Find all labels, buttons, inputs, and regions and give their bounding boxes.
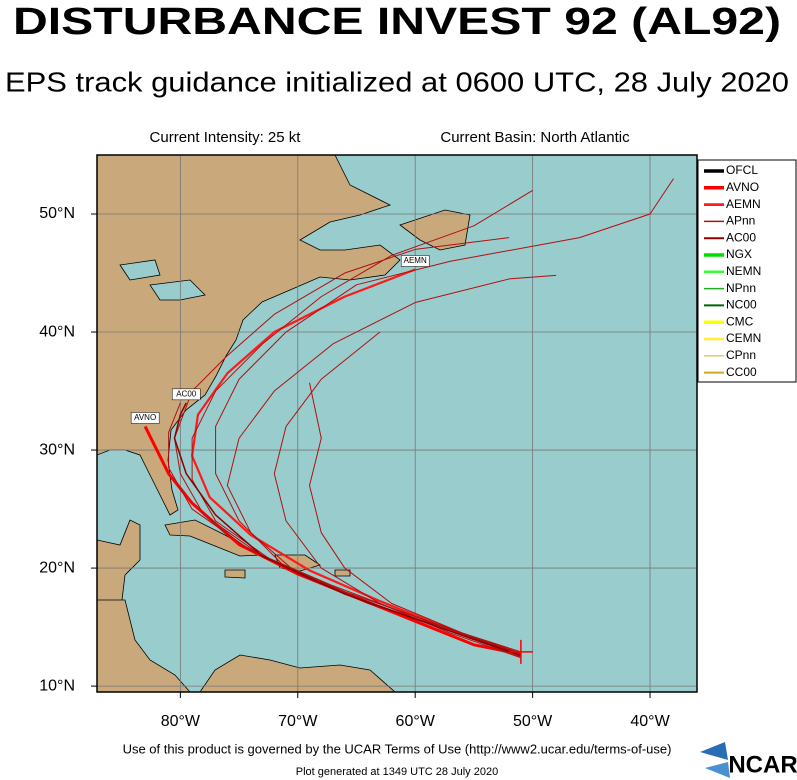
track	[173, 402, 522, 657]
track	[168, 402, 522, 655]
track-label: AC00	[171, 388, 201, 401]
x-tick-label: 80°W	[161, 713, 201, 730]
track-label-box	[130, 412, 160, 424]
generated: Plot generated at 1349 UTC 28 July 2020	[296, 766, 498, 778]
track-label: AEMN	[400, 255, 430, 267]
legend-label: NC00	[726, 298, 757, 312]
legend-label: CPnn	[726, 348, 756, 362]
current-position	[508, 639, 533, 664]
y-tick-label: 50°N	[39, 205, 75, 222]
x-tick-label: 60°W	[396, 713, 436, 730]
x-tick-label: 50°W	[513, 713, 553, 730]
y-tick-label: 30°N	[39, 441, 75, 458]
logo: NCAR	[728, 751, 797, 778]
track-label-text: AEMN	[404, 256, 427, 265]
track	[191, 268, 522, 656]
legend-label: AC00	[726, 230, 756, 244]
legend-label: CC00	[726, 365, 757, 379]
legend-label: AVNO	[726, 180, 759, 194]
logo-mark	[700, 742, 730, 778]
legend-label: NPnn	[726, 281, 756, 295]
legend-label: OFCL	[726, 163, 758, 177]
legend-label: APnn	[726, 214, 755, 228]
track-label-text: AVNO	[134, 413, 156, 422]
track	[309, 382, 522, 653]
y-tick-label: 40°N	[39, 323, 75, 340]
intensity: Current Intensity: 25 kt	[150, 129, 302, 146]
footer: Use of this product is governed by the U…	[123, 741, 672, 756]
y-tick-label: 20°N	[39, 559, 75, 576]
title: DISTURBANCE INVEST 92 (AL92)	[13, 1, 781, 43]
track-label-box	[171, 388, 201, 401]
y-tick-label: 10°N	[39, 677, 75, 694]
legend-label: CEMN	[726, 331, 761, 345]
x-tick-label: 40°W	[630, 713, 670, 730]
frame	[96, 154, 698, 693]
tracks: AVNO AEMN AC00	[130, 178, 674, 664]
legend-label: NEMN	[726, 264, 761, 278]
legend-label: NGX	[726, 247, 752, 261]
basin: Current Basin: North Atlantic	[440, 129, 630, 146]
track-label-text: AC00	[176, 389, 197, 398]
track-label: AVNO	[130, 412, 160, 424]
subtitle: EPS track guidance initialized at 0600 U…	[5, 66, 789, 97]
legend-label: AEMN	[726, 197, 761, 211]
track-label-box	[400, 255, 430, 267]
legend-label: CMC	[726, 314, 754, 328]
x-tick-label: 70°W	[278, 713, 318, 730]
